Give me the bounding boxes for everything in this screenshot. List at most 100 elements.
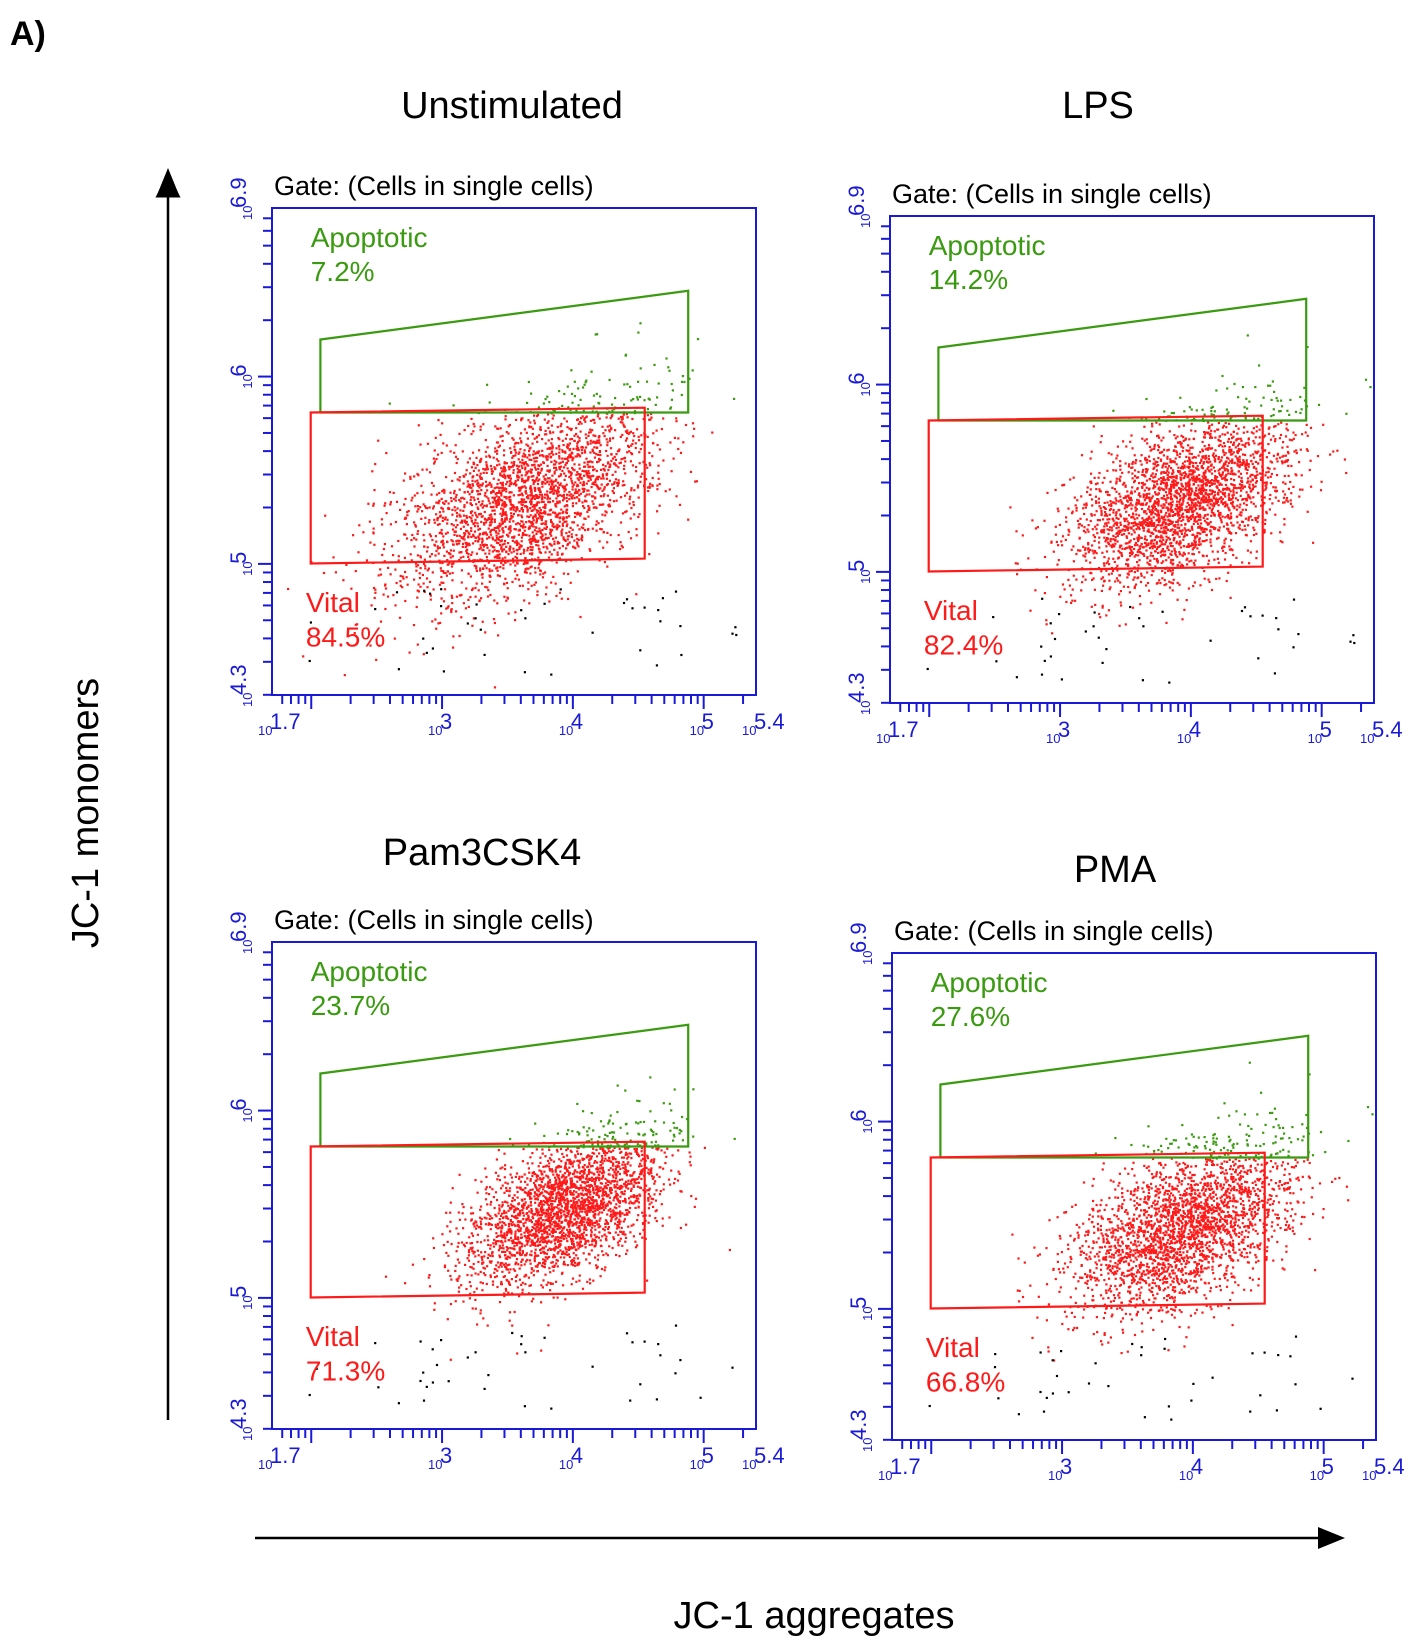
event-dot [533, 419, 536, 422]
event-dot [601, 475, 604, 478]
event-dot [1202, 480, 1205, 483]
event-dot [1164, 518, 1167, 521]
event-dot [516, 549, 519, 552]
event-dot [629, 460, 632, 463]
event-dot [511, 437, 514, 440]
event-dot [571, 482, 574, 485]
event-dot [1177, 441, 1180, 444]
event-dot [1118, 551, 1121, 554]
event-dot [514, 570, 517, 573]
event-dot [559, 483, 562, 487]
event-dot [569, 526, 572, 529]
event-dot [416, 492, 419, 495]
event-dot [1188, 438, 1191, 441]
event-dot [415, 569, 418, 572]
event-dot [440, 597, 443, 600]
event-dot [468, 457, 471, 460]
event-dot [591, 482, 594, 485]
event-dot [540, 493, 543, 496]
event-dot [1077, 523, 1080, 526]
event-dot [488, 514, 491, 517]
event-dot [513, 535, 516, 538]
event-dot [530, 509, 533, 512]
event-dot [1239, 463, 1242, 466]
event-dot [423, 558, 426, 561]
event-dot [589, 451, 592, 454]
event-dot [1112, 508, 1115, 512]
event-dot [668, 488, 671, 491]
event-dot [570, 392, 574, 395]
event-dot [568, 456, 571, 459]
event-dot [533, 466, 537, 469]
event-dot [1092, 425, 1095, 428]
event-dot-outside [655, 664, 658, 667]
event-dot [515, 557, 519, 560]
event-dot [1089, 519, 1092, 523]
event-dot [448, 552, 451, 555]
event-dot [513, 506, 516, 509]
event-dot [576, 513, 579, 516]
event-dot [504, 415, 507, 418]
event-dot [442, 510, 445, 513]
event-dot [414, 505, 417, 508]
event-dot [1171, 533, 1174, 536]
event-dot [468, 544, 471, 547]
event-dot [1226, 387, 1229, 390]
event-dot [535, 544, 538, 547]
event-dot [1153, 480, 1156, 483]
event-dot [435, 501, 438, 504]
event-dot [1236, 462, 1239, 465]
event-dot [1223, 462, 1226, 465]
event-dot [1213, 502, 1216, 505]
event-dot [1298, 461, 1301, 464]
event-dot [427, 521, 430, 524]
event-dot [1076, 499, 1079, 502]
event-dot [1298, 495, 1301, 498]
event-dot [1147, 524, 1150, 527]
event-dot [1239, 494, 1242, 497]
event-dot [1292, 437, 1295, 440]
event-dot [1100, 512, 1103, 515]
event-dot [526, 562, 529, 565]
event-dot [623, 403, 626, 406]
event-dot [1098, 471, 1101, 475]
event-dot [1072, 545, 1075, 548]
event-dot [1216, 476, 1219, 479]
event-dot [500, 486, 503, 489]
event-dot [517, 529, 520, 532]
event-dot [564, 474, 567, 477]
event-dot [1114, 536, 1117, 539]
event-dot [503, 473, 506, 476]
event-dot [1249, 487, 1252, 490]
event-dot [479, 425, 482, 428]
event-dot [552, 488, 555, 491]
event-dot [1264, 434, 1267, 437]
event-dot [1221, 515, 1224, 518]
event-dot [1126, 499, 1129, 502]
event-dot [509, 495, 512, 498]
event-dot [570, 535, 573, 539]
event-dot [1138, 559, 1141, 562]
event-dot [560, 534, 563, 537]
event-dot [562, 496, 565, 499]
event-dot [543, 496, 546, 499]
event-dot [509, 525, 512, 528]
event-dot [492, 528, 495, 531]
event-dot [458, 634, 461, 638]
event-dot [509, 482, 512, 485]
event-dot [1153, 505, 1157, 508]
event-dot [519, 545, 522, 548]
event-dot [481, 532, 485, 536]
event-dot [621, 484, 624, 487]
event-dot [1162, 436, 1165, 439]
event-dot [650, 416, 653, 419]
event-dot [1230, 467, 1233, 470]
event-dot [518, 546, 521, 549]
event-dot [647, 397, 650, 400]
event-dot [499, 543, 502, 546]
x-tick-label: 105 [1308, 717, 1332, 746]
event-dot [1228, 517, 1231, 520]
event-dot [1158, 540, 1162, 543]
event-dot [609, 437, 612, 440]
event-dot [1150, 531, 1153, 534]
